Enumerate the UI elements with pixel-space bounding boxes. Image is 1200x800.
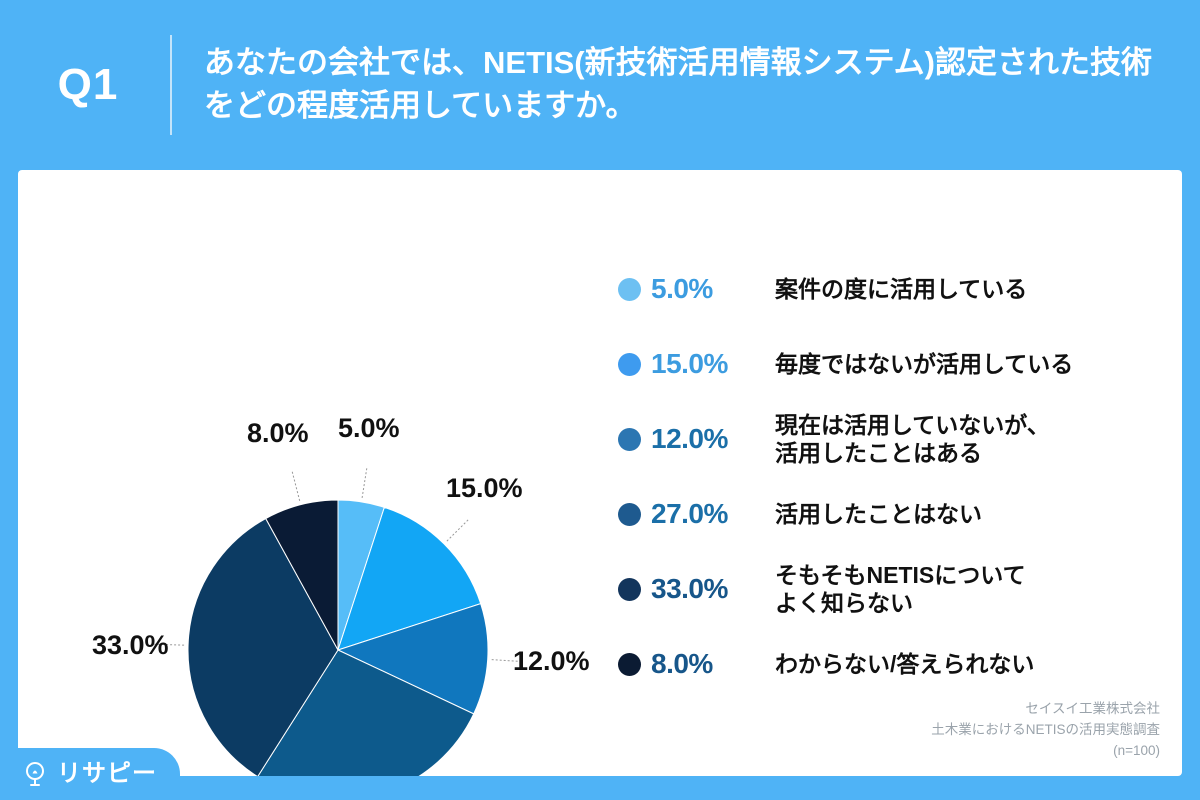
pie-chart-svg	[154, 468, 522, 776]
legend-label: 毎度ではないが活用している	[775, 350, 1074, 377]
header-divider	[170, 35, 172, 135]
source-company: セイスイ工業株式会社	[1025, 701, 1160, 717]
legend-color-dot-icon	[618, 352, 641, 376]
legend-percent: 8.0%	[651, 648, 713, 679]
source-sample-size: (n=100)	[1113, 743, 1160, 759]
pie-leader-line	[446, 519, 469, 542]
pie-percent-label: 15.0%	[446, 473, 523, 503]
brand-logo-text: リサピー	[57, 760, 157, 787]
legend-label: そもそもNETISについて よく知らない	[775, 561, 1026, 616]
chart-card: 5.0% 15.0% 12.0% 27.0% 33.0% 8.0% 5.0% 案件の度に活用…	[18, 170, 1182, 776]
legend-label: わからない/答えられない	[775, 650, 1035, 677]
legend-item: 15.0% 毎度ではないが活用している	[618, 333, 1178, 395]
legend-percent: 12.0%	[651, 423, 728, 454]
legend-item: 5.0% 案件の度に活用している	[618, 258, 1178, 320]
legend-label: 現在は活用していないが、 活用したことはある	[775, 411, 1050, 466]
question-text: あなたの会社では、NETIS(新技術活用情報システム)認定された技術をどの程度活…	[204, 45, 1153, 123]
pie-leader-line	[491, 659, 522, 663]
legend-color-dot-icon	[618, 502, 641, 526]
legend-item: 8.0% わからない/答えられない	[618, 633, 1178, 695]
pie-leader-line	[291, 471, 301, 501]
legend-color-dot-icon	[618, 577, 641, 601]
pie-percent-label: 8.0%	[247, 418, 309, 448]
brand-logo[interactable]: リサピー	[0, 748, 180, 800]
pie-leader-line	[154, 643, 185, 646]
question-header: Q1 あなたの会社では、NETIS(新技術活用情報システム)認定された技術をどの…	[0, 0, 1200, 170]
magnifier-balloon-icon	[26, 762, 44, 786]
pie-slice	[187, 517, 339, 776]
legend-percent: 15.0%	[651, 348, 728, 379]
pie-slice	[257, 649, 475, 776]
question-number: Q1	[57, 60, 119, 109]
legend-item: 27.0% 活用したことはない	[618, 483, 1178, 545]
chart-legend: 5.0% 案件の度に活用している 15.0% 毎度ではないが活用している 12.0% 現在…	[618, 258, 1178, 708]
legend-percent: 5.0%	[651, 273, 713, 304]
legend-label: 活用したことはない	[775, 500, 982, 527]
legend-percent: 27.0%	[651, 498, 728, 529]
pie-slice	[265, 499, 339, 651]
pie-slice	[337, 506, 482, 651]
legend-item: 33.0% そもそもNETISについて よく知らない	[618, 558, 1178, 620]
pie-percent-label: 12.0%	[513, 646, 590, 676]
source-note: セイスイ工業株式会社 土木業におけるNETISの活用実態調査 (n=100)	[931, 699, 1160, 762]
pie-percent-label: 33.0%	[92, 630, 169, 660]
source-survey: 土木業におけるNETISの活用実態調査	[931, 722, 1160, 738]
pie-slice	[336, 603, 489, 715]
legend-percent: 33.0%	[651, 573, 728, 604]
legend-color-dot-icon	[618, 277, 641, 301]
pie-percent-label: 5.0%	[338, 413, 400, 443]
legend-item: 12.0% 現在は活用していないが、 活用したことはある	[618, 408, 1178, 470]
legend-label: 案件の度に活用している	[775, 275, 1028, 302]
pie-chart: 5.0%15.0%12.0%27.0%33.0%8.0%	[18, 170, 628, 776]
legend-color-dot-icon	[618, 652, 641, 676]
legend-color-dot-icon	[618, 427, 641, 451]
pie-leader-line	[361, 468, 368, 498]
